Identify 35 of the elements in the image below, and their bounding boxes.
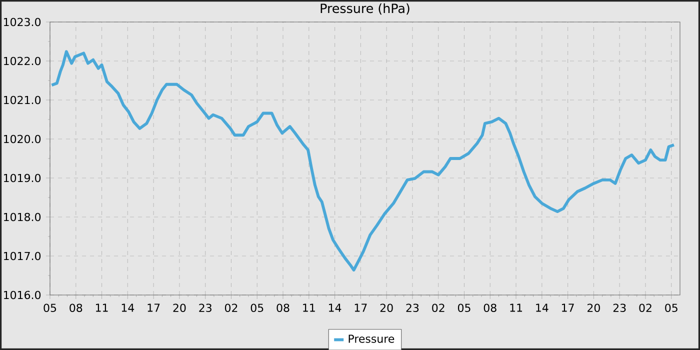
x-tick-label: 23 <box>613 304 626 312</box>
x-tick-label: 05 <box>44 304 56 312</box>
x-tick-label: 14 <box>329 304 342 312</box>
x-tick-label: 14 <box>122 304 134 312</box>
x-tick-label: 23 <box>406 304 419 312</box>
x-tick-label: 08 <box>484 304 496 312</box>
x-tick-label: 08 <box>70 304 82 312</box>
x-tick-label: 08 <box>276 304 290 312</box>
x-tick-label: 05 <box>250 304 264 312</box>
y-tick-label: 1019.0 <box>4 174 41 182</box>
y-tick-label: 1017.0 <box>4 252 41 260</box>
x-tick-label: 23 <box>199 304 212 312</box>
x-tick-label: 11 <box>303 304 315 312</box>
x-tick-label: 02 <box>432 304 444 312</box>
x-tick-label: 11 <box>96 304 108 312</box>
y-tick-label: 1021.0 <box>4 96 41 104</box>
x-tick-label: 17 <box>562 304 574 312</box>
x-tick-label: 11 <box>510 304 522 312</box>
x-tick-label: 20 <box>173 304 186 312</box>
x-tick-label: 05 <box>458 304 470 312</box>
y-tick-label: 1023.0 <box>4 18 41 26</box>
x-tick-label: 20 <box>380 304 393 312</box>
x-tick-label: 17 <box>148 304 160 312</box>
x-tick-label: 14 <box>536 304 548 312</box>
y-tick-label: 1020.0 <box>4 134 41 144</box>
y-tick-label: 1022.0 <box>4 56 41 66</box>
x-tick-label: 02 <box>224 304 238 312</box>
y-tick-label: 1018.0 <box>4 212 41 222</box>
chart-title: Pressure (hPa) <box>320 3 410 15</box>
y-tick-label: 1016.0 <box>4 290 41 300</box>
x-tick-label: 05 <box>665 304 678 312</box>
x-tick-label: 20 <box>588 304 600 312</box>
legend-label: Pressure <box>348 334 394 343</box>
x-tick-label: 17 <box>354 304 367 312</box>
x-tick-label: 02 <box>639 304 652 312</box>
